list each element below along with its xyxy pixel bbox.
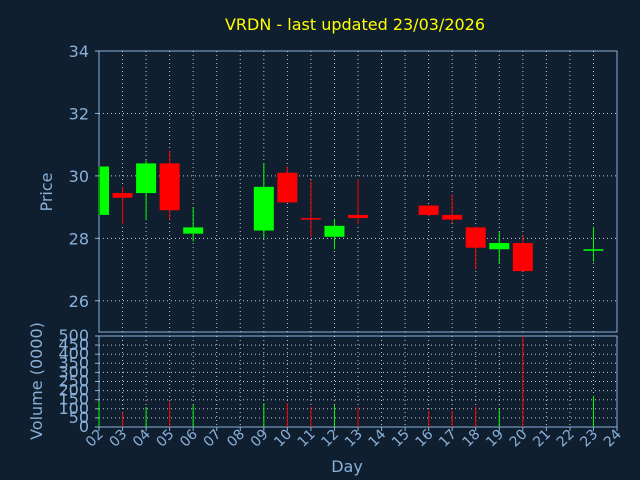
volume-y-tick-label: 350 bbox=[58, 353, 89, 372]
x-tick-label: 23 bbox=[577, 427, 601, 451]
x-tick-label: 12 bbox=[318, 427, 342, 451]
volume-y-tick-label: 200 bbox=[58, 381, 89, 400]
volume-bars bbox=[98, 336, 594, 427]
x-tick-label: 24 bbox=[601, 426, 625, 450]
x-tick-label: 11 bbox=[295, 427, 319, 451]
volume-y-tick-label: 50 bbox=[69, 408, 89, 427]
x-tick-label: 06 bbox=[177, 426, 201, 450]
volume-y-tick-label: 150 bbox=[58, 390, 89, 409]
volume-y-tick-label: 100 bbox=[58, 399, 89, 418]
candle-body bbox=[277, 172, 298, 203]
candle-body bbox=[136, 163, 157, 194]
candle-body bbox=[253, 186, 274, 231]
volume-y-tick-label: 500 bbox=[58, 326, 89, 345]
x-tick-label: 14 bbox=[365, 426, 389, 450]
candle-body bbox=[583, 249, 604, 251]
x-tick-label: 17 bbox=[436, 427, 460, 451]
candle-body bbox=[465, 227, 486, 248]
x-tick-label: 08 bbox=[224, 427, 248, 451]
price-y-tick-label: 26 bbox=[69, 292, 89, 311]
x-tick-label: 13 bbox=[342, 427, 366, 451]
candle-body bbox=[300, 218, 321, 220]
x-tick-label: 18 bbox=[460, 427, 484, 451]
candle-body bbox=[112, 193, 133, 198]
x-tick-label: 07 bbox=[201, 427, 225, 451]
candle-body bbox=[348, 214, 368, 219]
x-tick-label: 15 bbox=[389, 427, 413, 451]
x-tick-label: 19 bbox=[483, 427, 507, 451]
x-axis-label: Day bbox=[331, 457, 363, 476]
candle-body bbox=[100, 166, 109, 215]
x-tick-label: 21 bbox=[530, 427, 554, 451]
y-axis-label: Price bbox=[37, 172, 56, 211]
x-tick-label: 04 bbox=[130, 426, 154, 450]
candlesticks bbox=[98, 150, 604, 272]
candle-body bbox=[183, 227, 204, 234]
volume-axis-label: Volume (0000) bbox=[27, 322, 46, 440]
price-y-axis: 26 28 30 32 34 bbox=[69, 42, 99, 311]
x-tick-label: 16 bbox=[413, 426, 437, 450]
volume-y-tick-label: 450 bbox=[58, 335, 89, 354]
price-y-tick-label: 28 bbox=[69, 229, 89, 248]
price-y-tick-label: 32 bbox=[69, 104, 89, 123]
volume-y-tick-label: 0 bbox=[79, 417, 89, 436]
candle-body bbox=[159, 163, 180, 211]
chart-title: VRDN - last updated 23/03/2026 bbox=[225, 15, 485, 34]
x-tick-label: 05 bbox=[154, 427, 178, 451]
x-tick-label: 22 bbox=[554, 427, 578, 451]
volume-y-tick-label: 400 bbox=[58, 344, 89, 363]
candle-body bbox=[442, 214, 463, 220]
volume-y-tick-label: 250 bbox=[58, 372, 89, 391]
candle-body bbox=[512, 243, 533, 272]
candle-body bbox=[418, 205, 439, 215]
volume-y-tick-label: 300 bbox=[58, 362, 89, 381]
candle-body bbox=[324, 225, 345, 237]
candle-body bbox=[489, 243, 510, 250]
x-tick-label: 09 bbox=[248, 427, 272, 451]
x-tick-label: 03 bbox=[106, 427, 130, 451]
x-tick-label: 10 bbox=[271, 427, 295, 451]
x-tick-label: 20 bbox=[507, 427, 531, 451]
x-axis: 02 03 04 05 06 07 08 09 10 11 12 13 14 15 16 17 18 19 20 21… bbox=[83, 426, 625, 450]
price-y-tick-label: 34 bbox=[69, 42, 89, 61]
price-y-tick-label: 30 bbox=[69, 167, 89, 186]
